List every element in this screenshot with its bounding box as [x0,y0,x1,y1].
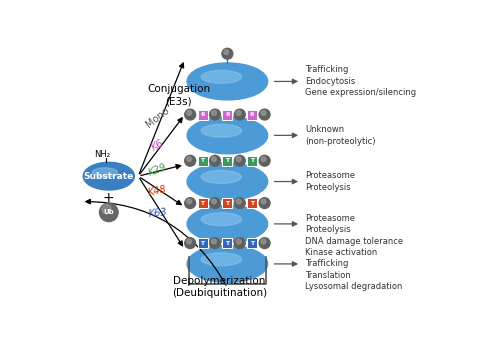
Text: K29: K29 [147,162,168,178]
Text: Substrate: Substrate [84,172,134,181]
Ellipse shape [92,168,118,178]
Text: 6: 6 [250,112,254,117]
Ellipse shape [187,245,268,283]
Text: K6: K6 [150,138,166,153]
Circle shape [211,110,216,115]
Text: T: T [250,200,254,206]
Text: T: T [226,241,229,246]
Text: DNA damage tolerance
Kinase activation
Trafficking
Translation
Lysosomal degrada: DNA damage tolerance Kinase activation T… [305,237,403,291]
Circle shape [236,239,241,244]
Circle shape [224,50,229,55]
Circle shape [259,238,270,248]
Circle shape [234,109,245,120]
Ellipse shape [201,124,242,137]
Text: Depolymerization
(Deubiquitination): Depolymerization (Deubiquitination) [172,276,267,298]
Circle shape [187,199,191,204]
FancyBboxPatch shape [222,110,232,120]
Circle shape [261,110,266,115]
FancyBboxPatch shape [197,156,208,166]
FancyBboxPatch shape [247,238,257,248]
Circle shape [185,109,195,120]
Text: T: T [250,158,254,163]
Circle shape [234,238,245,248]
Text: Proteasome
Proteolysis: Proteasome Proteolysis [305,171,355,192]
Ellipse shape [201,70,242,83]
Circle shape [209,238,220,248]
Ellipse shape [83,162,134,190]
Text: Unknown
(non-proteolytic): Unknown (non-proteolytic) [305,125,375,146]
Circle shape [236,157,241,161]
Circle shape [261,157,266,161]
Text: Mono: Mono [144,106,171,130]
Circle shape [102,205,111,214]
Ellipse shape [187,63,268,100]
Circle shape [187,239,191,244]
Circle shape [234,198,245,208]
FancyBboxPatch shape [247,198,257,208]
Circle shape [209,198,220,208]
Circle shape [185,238,195,248]
Circle shape [222,48,233,59]
Text: +: + [103,191,115,205]
Circle shape [236,110,241,115]
Text: T: T [201,200,205,206]
Text: 6: 6 [200,112,205,117]
Circle shape [234,155,245,166]
Circle shape [209,155,220,166]
Text: T: T [226,200,229,206]
FancyBboxPatch shape [197,198,208,208]
Text: NH₂: NH₂ [95,150,111,159]
Circle shape [187,157,191,161]
Text: Ub: Ub [104,209,114,215]
Ellipse shape [187,163,268,200]
Circle shape [211,157,216,161]
Ellipse shape [201,213,242,226]
Text: T: T [226,158,229,163]
Circle shape [100,203,118,221]
FancyBboxPatch shape [197,238,208,248]
Circle shape [259,198,270,208]
Text: 6: 6 [225,112,229,117]
Circle shape [259,155,270,166]
Circle shape [187,110,191,115]
Text: T: T [250,241,254,246]
Ellipse shape [187,205,268,243]
Circle shape [259,109,270,120]
Text: Proteasome
Proteolysis: Proteasome Proteolysis [305,214,355,234]
Ellipse shape [187,117,268,154]
FancyBboxPatch shape [222,156,232,166]
Circle shape [185,155,195,166]
FancyBboxPatch shape [222,198,232,208]
Circle shape [261,199,266,204]
Circle shape [185,198,195,208]
Circle shape [209,109,220,120]
Text: K48: K48 [147,185,168,198]
Text: T: T [201,158,205,163]
Text: Trafficking
Endocytosis
Gene expression/silencing: Trafficking Endocytosis Gene expression/… [305,66,416,97]
Circle shape [236,199,241,204]
Circle shape [211,239,216,244]
Text: K63: K63 [148,207,168,218]
Circle shape [261,239,266,244]
FancyBboxPatch shape [247,156,257,166]
FancyBboxPatch shape [197,110,208,120]
Text: Conjugation
(E3s): Conjugation (E3s) [147,85,210,106]
Ellipse shape [201,253,242,266]
Text: T: T [201,241,205,246]
FancyBboxPatch shape [222,238,232,248]
Circle shape [211,199,216,204]
Ellipse shape [201,170,242,184]
FancyBboxPatch shape [247,110,257,120]
